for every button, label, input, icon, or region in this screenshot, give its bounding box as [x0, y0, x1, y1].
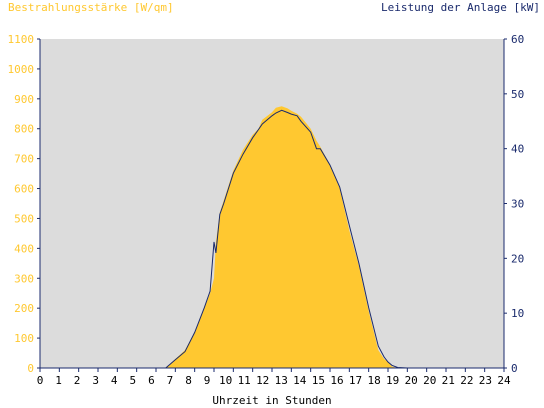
left-tick-label: 100 — [14, 332, 34, 345]
x-tick-label: 12 — [256, 374, 269, 387]
x-tick-label: 23 — [479, 374, 492, 387]
left-tick-label: 400 — [14, 242, 34, 255]
right-tick-label: 20 — [511, 252, 524, 265]
left-tick-label: 200 — [14, 302, 34, 315]
right-tick-label: 30 — [511, 198, 524, 211]
right-tick-label: 0 — [511, 362, 518, 375]
x-tick-label: 1 — [55, 374, 62, 387]
right-tick-label: 60 — [511, 33, 524, 46]
right-tick-label: 40 — [511, 143, 524, 156]
x-axis-title: Uhrzeit in Stunden — [212, 394, 332, 407]
x-tick-label: 22 — [460, 374, 473, 387]
left-tick-label: 800 — [14, 123, 34, 136]
x-tick-label: 2 — [74, 374, 81, 387]
x-tick-label: 9 — [204, 374, 211, 387]
right-tick-label: 50 — [511, 88, 524, 101]
x-tick-label: 14 — [293, 374, 307, 387]
power-line — [40, 109, 504, 369]
left-tick-label: 1000 — [8, 63, 35, 76]
x-tick-label: 19 — [386, 374, 399, 387]
x-tick-label: 10 — [219, 374, 232, 387]
left-tick-label: 500 — [14, 212, 34, 225]
left-tick-label: 0 — [27, 362, 34, 375]
left-tick-label: 1100 — [8, 33, 35, 46]
right-tick-label: 10 — [511, 307, 524, 320]
left-tick-label: 900 — [14, 93, 34, 106]
x-tick-label: 16 — [330, 374, 343, 387]
right-axis-title: Leistung der Anlage [kW] — [381, 1, 540, 14]
left-axis-title: Bestrahlungsstärke [W/qm] — [8, 1, 174, 14]
x-tick-label: 6 — [148, 374, 155, 387]
x-tick-label: 8 — [185, 374, 192, 387]
x-tick-label: 3 — [92, 374, 99, 387]
x-tick-label: 7 — [167, 374, 174, 387]
x-tick-label: 18 — [367, 374, 380, 387]
x-tick-label: 20 — [423, 374, 436, 387]
left-tick-label: 300 — [14, 272, 34, 285]
irradiance-area — [40, 106, 504, 369]
x-tick-label: 5 — [129, 374, 136, 387]
x-tick-label: 20 — [405, 374, 418, 387]
x-tick-label: 21 — [442, 374, 455, 387]
x-tick-label: 24 — [497, 374, 511, 387]
x-tick-label: 4 — [111, 374, 118, 387]
x-tick-label: 17 — [349, 374, 362, 387]
left-tick-label: 600 — [14, 183, 34, 196]
x-tick-label: 11 — [238, 374, 251, 387]
x-tick-label: 15 — [312, 374, 325, 387]
x-tick-label: 0 — [37, 374, 44, 387]
x-tick-label: 13 — [275, 374, 288, 387]
left-tick-label: 700 — [14, 153, 34, 166]
